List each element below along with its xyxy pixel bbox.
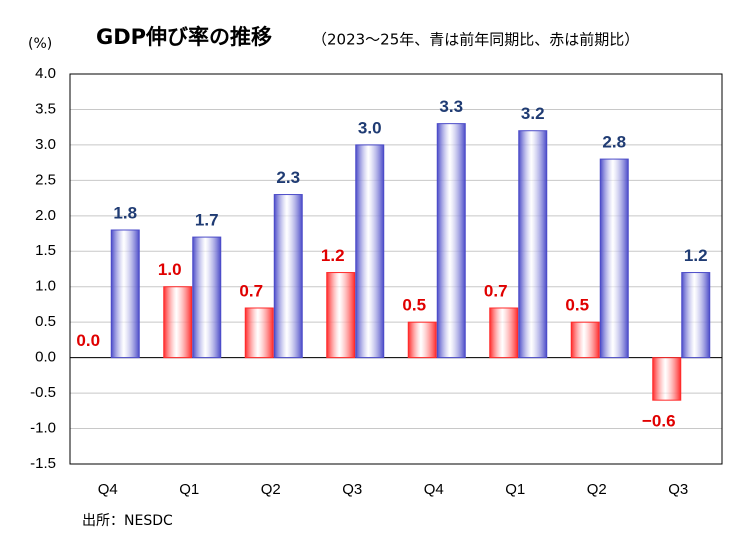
data-label: 2.8 — [602, 133, 626, 152]
source-note: 出所：NESDC — [82, 513, 173, 529]
y-tick-label: 3.5 — [35, 100, 56, 117]
chart-subtitle: （2023～25年、青は前年同期比、赤は前期比） — [312, 31, 639, 49]
y-tick-label: 4.0 — [35, 65, 56, 82]
data-label: 0.7 — [484, 281, 508, 300]
data-label: 1.0 — [158, 260, 182, 279]
bar — [652, 357, 682, 401]
y-tick-label: -0.5 — [30, 384, 56, 401]
data-label: 1.7 — [195, 211, 219, 230]
data-label: 1.8 — [113, 203, 137, 222]
data-label: −0.6 — [642, 412, 676, 431]
y-tick-label: -1.0 — [30, 420, 56, 437]
bar — [489, 307, 519, 359]
data-label: 2.3 — [276, 168, 300, 187]
y-tick-label: 2.0 — [35, 207, 56, 224]
y-tick-label: 3.0 — [35, 136, 56, 153]
bar — [163, 286, 193, 359]
y-tick-label: 0.0 — [35, 349, 56, 366]
x-tick-label: Q4 — [98, 481, 118, 498]
y-axis-label: (%) — [28, 36, 52, 52]
x-tick-label: Q2 — [261, 481, 281, 498]
data-label: 0.0 — [76, 331, 100, 350]
bar — [518, 130, 548, 359]
plot-border — [69, 73, 723, 465]
data-label: 3.3 — [439, 97, 463, 116]
x-tick-label: Q1 — [505, 481, 525, 498]
x-tick-label: Q2 — [587, 481, 607, 498]
y-tick-label: 1.5 — [35, 242, 56, 259]
bar — [326, 272, 356, 359]
x-tick-label: Q4 — [424, 481, 444, 498]
bar — [273, 194, 303, 359]
x-tick-label: Q1 — [179, 481, 199, 498]
data-label: 3.2 — [521, 104, 545, 123]
data-label: 0.5 — [565, 296, 589, 315]
x-tick-label: Q3 — [668, 481, 688, 498]
data-label: 1.2 — [684, 246, 708, 265]
y-tick-label: 1.0 — [35, 278, 56, 295]
bar — [570, 321, 600, 359]
y-tick-label: -1.5 — [30, 455, 56, 472]
bar — [407, 321, 437, 359]
data-label: 1.2 — [321, 246, 345, 265]
bar — [436, 123, 466, 359]
bar — [110, 229, 140, 359]
data-label: 3.0 — [358, 118, 382, 137]
data-label: 0.7 — [239, 281, 263, 300]
chart-title: GDP伸び率の推移 — [96, 25, 272, 49]
y-tick-label: 0.5 — [35, 313, 56, 330]
bar — [244, 307, 274, 359]
bar — [599, 158, 629, 359]
y-tick-label: 2.5 — [35, 171, 56, 188]
x-tick-label: Q3 — [342, 481, 362, 498]
data-label: 0.5 — [402, 296, 426, 315]
bar — [355, 144, 385, 359]
bar — [192, 236, 222, 359]
bar — [681, 272, 711, 359]
